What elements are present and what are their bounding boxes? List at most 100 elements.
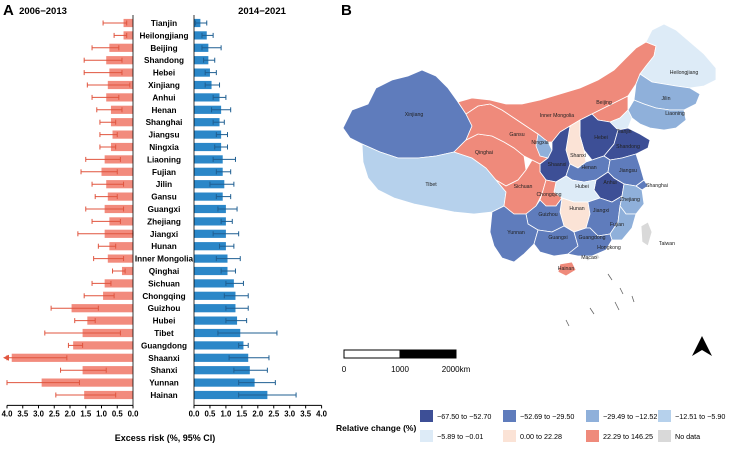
category-label-27: Shaanxi [148, 354, 179, 363]
map-label-beijing: Beijing [596, 100, 612, 106]
right-series-title: 2014−2021 [238, 6, 287, 17]
map-label-tibet: Tibet [425, 182, 437, 188]
map-label-jiangxi: Jiangxi [593, 208, 609, 214]
map-label-sichuan: Sichuan [514, 184, 533, 190]
map-label-chongqing: Chongqing [536, 192, 561, 198]
map-label-guizhou: Guizhou [538, 212, 557, 218]
bar-right-23 [194, 304, 236, 313]
bar-left-1 [123, 31, 133, 40]
map-label-hubei: Hubei [575, 184, 589, 190]
province-macao [585, 256, 591, 262]
category-label-16: Zhejiang [147, 217, 181, 226]
right-tick-label-3: 1.5 [236, 409, 248, 418]
legend-label-1: −52.69 to −29.50 [520, 412, 574, 421]
legend-label-3: −12.51 to −5.90 [675, 412, 725, 421]
map-label-shanghai: Shanghai [646, 183, 668, 189]
map-label-henan: Henan [581, 165, 596, 171]
category-label-3: Shandong [144, 56, 184, 65]
legend-label-2: −29.49 to −12.52 [603, 412, 657, 421]
bar-right-17 [194, 229, 226, 238]
province-taiwan [640, 221, 653, 247]
left-tick-label-6: 1.0 [96, 409, 108, 418]
category-label-17: Jiangxi [150, 230, 178, 239]
bar-right-11 [194, 155, 223, 164]
scale-label-2000km: 2000km [442, 365, 471, 374]
bar-left-0 [123, 18, 133, 28]
bar-left-2 [109, 43, 133, 52]
category-label-1: Heilongjiang [139, 31, 188, 40]
x-axis-label: Excess risk (%, 95% CI) [115, 433, 216, 443]
province-hongkong [593, 253, 601, 261]
bar-right-15 [194, 204, 226, 214]
category-label-18: Hunan [151, 242, 176, 251]
category-label-14: Gansu [151, 193, 176, 202]
scale-bar-black [399, 349, 457, 359]
bar-left-22 [103, 291, 133, 300]
category-label-7: Henan [151, 106, 176, 115]
left-tick-label-8: 0.0 [128, 409, 140, 418]
bar-right-29 [194, 378, 255, 387]
map-label-taiwan: Taiwan [659, 241, 675, 247]
bar-left-29 [41, 378, 133, 387]
bar-left-28 [82, 366, 133, 375]
legend-label-0: −67.50 to −52.70 [437, 412, 491, 421]
legend-label-5: 0.00 to 22.28 [520, 432, 562, 441]
bar-right-22 [194, 291, 236, 300]
bar-right-28 [194, 366, 250, 375]
map-label-yunnan: Yunnan [507, 230, 525, 236]
left-tick-label-3: 2.5 [49, 409, 61, 418]
category-label-22: Chongqing [142, 292, 185, 301]
left-tick-label-1: 3.5 [17, 409, 29, 418]
legend-label-4: −5.89 to −0.01 [437, 432, 483, 441]
right-tick-label-8: 4.0 [316, 409, 328, 418]
left-series-title: 2006−2013 [19, 6, 67, 17]
scale-label-1000: 1000 [391, 365, 409, 374]
bar-right-13 [194, 180, 225, 189]
legend-swatch-6 [586, 430, 599, 442]
map-label-liaoning: Liaoning [665, 111, 685, 117]
category-label-4: Hebei [153, 69, 175, 78]
panel-b-label: B [341, 2, 352, 19]
bar-right-2 [194, 43, 209, 52]
map-label-shandong: Shandong [616, 144, 640, 150]
bar-right-21 [194, 279, 234, 288]
right-tick-label-5: 2.5 [268, 409, 280, 418]
bar-right-30 [194, 390, 268, 400]
map-label-zhejiang: Zhejiang [620, 197, 640, 203]
legend-swatch-2 [586, 410, 599, 422]
bar-left-27 [11, 353, 134, 362]
category-label-24: Hubei [153, 317, 176, 326]
bar-right-5 [194, 80, 212, 90]
left-tick-label-2: 3.0 [33, 409, 45, 418]
bar-left-16 [109, 217, 133, 226]
category-label-23: Guizhou [148, 304, 181, 313]
bar-right-25 [194, 328, 241, 338]
category-label-9: Jiangsu [149, 131, 180, 140]
left-tick-label-5: 1.5 [80, 409, 92, 418]
map-label-hunan: Hunan [569, 206, 584, 212]
category-label-2: Beijing [150, 44, 177, 53]
map-label-jilin: Jilin [662, 96, 671, 102]
bar-left-26 [73, 341, 133, 350]
map-label-gansu: Gansu [509, 132, 524, 138]
category-label-15: Guangxi [148, 205, 181, 214]
category-label-28: Shanxi [151, 366, 178, 375]
category-label-25: Tibet [154, 329, 174, 338]
china-map [342, 23, 717, 327]
bar-left-24 [87, 316, 133, 325]
category-label-20: Qinghai [149, 267, 179, 276]
province-hainan [557, 261, 577, 277]
scale-bar: 0 1000 2000km [342, 349, 471, 374]
bar-right-20 [194, 266, 228, 276]
map-label-guangxi: Guangxi [548, 235, 567, 241]
bar-right-26 [194, 341, 244, 350]
bar-right-6 [194, 93, 220, 102]
bar-left-6 [106, 93, 133, 102]
bar-right-18 [194, 242, 226, 251]
category-label-6: Anhui [152, 93, 175, 102]
map-label-shanxi: Shanxi [570, 153, 586, 159]
map-label-macao: Macao [581, 255, 597, 261]
left-tick-label-7: 0.5 [112, 409, 124, 418]
right-tick-label-4: 2.0 [252, 409, 264, 418]
panel-a-chart: Tianjin Heilongjiang Beijing Shandong Hebei X… [2, 15, 328, 418]
